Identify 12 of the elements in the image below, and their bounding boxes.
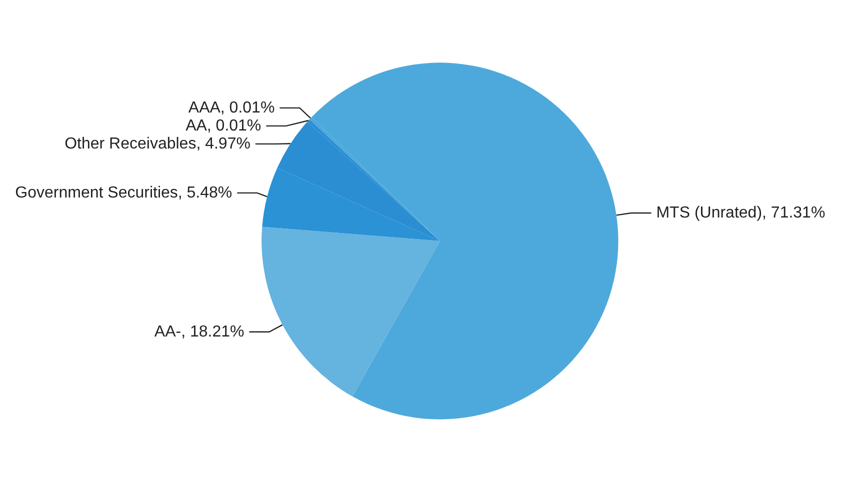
slice-label: Other Receivables bbox=[64, 135, 196, 152]
slice-label: AA bbox=[186, 117, 208, 134]
data-label: , 0.01% bbox=[220, 99, 275, 116]
data-label: , 18.21% bbox=[181, 323, 244, 340]
slice-label: MTS (Unrated) bbox=[656, 204, 762, 222]
data-label: , 71.31% bbox=[762, 204, 826, 222]
slice-label: AAA bbox=[188, 99, 221, 116]
slice-label: Government Securities bbox=[15, 184, 178, 202]
data-label: , 5.48% bbox=[178, 184, 232, 202]
data-label: , 4.97% bbox=[196, 135, 250, 152]
data-label: , 0.01% bbox=[206, 117, 262, 134]
slice-label: AA- bbox=[154, 323, 182, 340]
